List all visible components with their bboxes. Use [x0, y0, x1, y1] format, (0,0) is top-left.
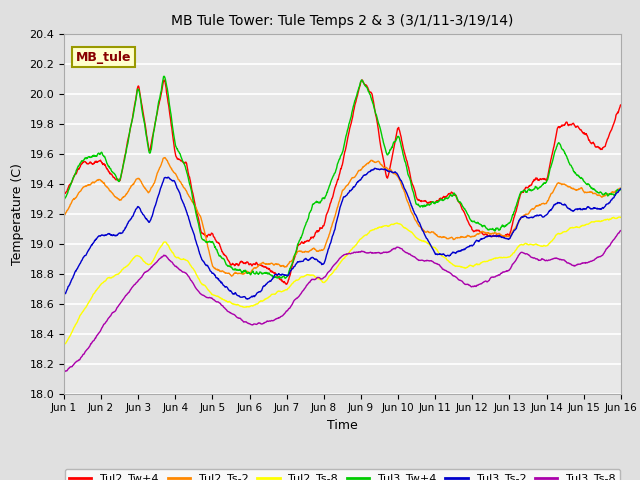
- Y-axis label: Temperature (C): Temperature (C): [11, 163, 24, 264]
- Text: MB_tule: MB_tule: [76, 50, 132, 63]
- Title: MB Tule Tower: Tule Temps 2 & 3 (3/1/11-3/19/14): MB Tule Tower: Tule Temps 2 & 3 (3/1/11-…: [172, 14, 513, 28]
- X-axis label: Time: Time: [327, 419, 358, 432]
- Legend: Tul2_Tw+4, Tul2_Ts-2, Tul2_Ts-8, Tul3_Tw+4, Tul3_Ts-2, Tul3_Ts-8: Tul2_Tw+4, Tul2_Ts-2, Tul2_Ts-8, Tul3_Tw…: [65, 469, 620, 480]
